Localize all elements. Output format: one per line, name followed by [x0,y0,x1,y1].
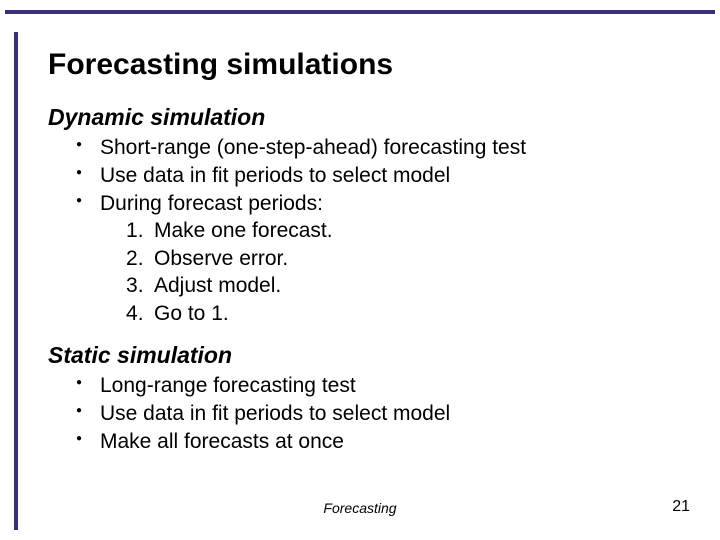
numbered-text: Make one forecast. [154,219,333,242]
slide: Forecasting simulations Dynamic simulati… [0,0,720,540]
page-number: 21 [672,498,690,516]
numbered-item: Go to 1. [126,301,684,328]
bullet-text: Use data in fit periods to select model [100,402,450,425]
list-item: During forecast periods: Make one foreca… [76,191,684,328]
numbered-item: Make one forecast. [126,218,684,245]
footer-title: Forecasting [0,500,720,516]
numbered-text: Go to 1. [154,302,229,325]
numbered-item: Observe error. [126,246,684,273]
bullet-text: Short-range (one-step-ahead) forecasting… [100,136,526,159]
list-item: Make all forecasts at once [76,429,684,456]
list-item: Short-range (one-step-ahead) forecasting… [76,135,684,162]
bullet-text: During forecast periods: [100,192,323,215]
content-area: Forecasting simulations Dynamic simulati… [48,48,684,457]
left-accent-line [14,32,18,530]
top-accent-line [5,10,715,14]
list-item: Long-range forecasting test [76,373,684,400]
numbered-text: Observe error. [154,247,288,270]
slide-title: Forecasting simulations [48,48,684,82]
numbered-list: Make one forecast. Observe error. Adjust… [100,218,684,329]
section-static: Static simulation Long-range forecasting… [48,342,684,456]
numbered-text: Adjust model. [154,274,281,297]
bullet-text: Long-range forecasting test [100,374,356,397]
list-item: Use data in fit periods to select model [76,163,684,190]
section-heading-static: Static simulation [48,342,684,369]
section-heading-dynamic: Dynamic simulation [48,104,684,131]
bullet-text: Use data in fit periods to select model [100,164,450,187]
bullet-text: Make all forecasts at once [100,430,344,453]
section-dynamic: Dynamic simulation Short-range (one-step… [48,104,684,328]
bullet-list-dynamic: Short-range (one-step-ahead) forecasting… [48,135,684,328]
list-item: Use data in fit periods to select model [76,401,684,428]
numbered-item: Adjust model. [126,273,684,300]
bullet-list-static: Long-range forecasting test Use data in … [48,373,684,456]
